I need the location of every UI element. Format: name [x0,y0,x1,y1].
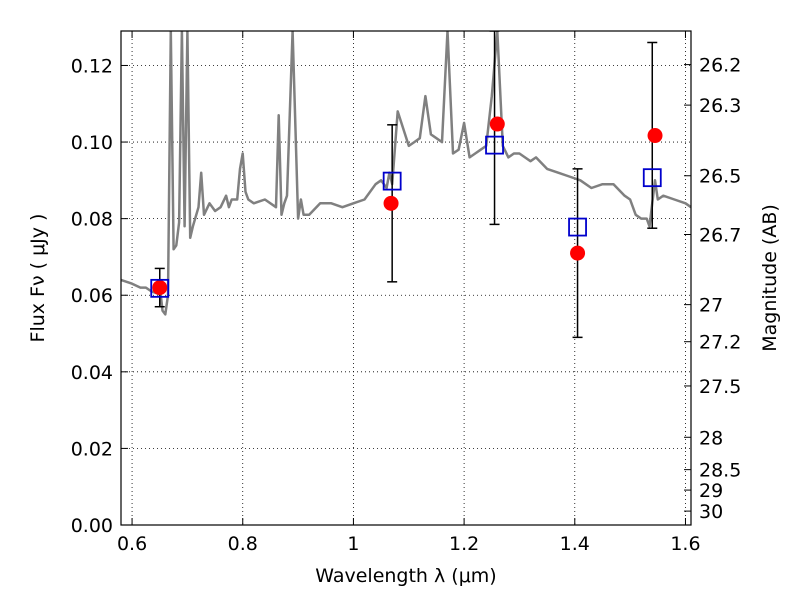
series-layer [121,31,691,339]
x-axis: 0.6 0.8 1 1.2 1.4 1.6 [117,31,701,555]
y-tick-label: 0.10 [71,132,113,154]
red-circle-point [152,280,168,296]
blue-square-point [642,168,662,188]
y-tick-label: 0.02 [71,438,113,460]
right-axis-label: Magnitude (AB) [759,204,781,352]
y-tick-label: 0.08 [71,209,113,231]
y-tick-label: 0.06 [71,285,113,307]
y-axis-label: Flux Fν ( μJy ) [27,214,49,343]
y-tick-label: 0.00 [71,515,113,537]
mag-tick-label: 26.7 [699,225,741,247]
mag-tick-label: 28.5 [699,460,741,482]
blue-square-point [150,278,170,298]
mag-tick-label: 30 [699,501,723,523]
plot-frame [120,30,692,526]
mag-tick-label: 29 [699,480,723,502]
plot-area [121,31,691,339]
mag-tick-label: 26.5 [699,166,741,188]
blue-square-point [568,217,587,237]
blue-square-point [485,135,504,155]
red-circle-point [489,116,505,132]
mag-tick-label: 28 [699,427,723,449]
x-tick-label: 1.2 [449,533,479,555]
mag-tick-label: 26.3 [699,95,741,117]
y-tick-label: 0.12 [71,55,113,77]
x-tick-label: 0.8 [228,533,258,555]
red-circle-point [570,245,586,261]
y-axis: 0.00 0.02 0.04 0.06 0.08 0.10 0.12 [71,55,128,537]
spectrum-line [121,31,691,316]
mag-tick-label: 27 [699,295,723,317]
red-circle-point [383,195,399,211]
x-tick-label: 0.6 [117,533,147,555]
blue-square-point [382,171,402,191]
red-circle-point [647,128,663,144]
x-tick-label: 1 [347,533,359,555]
grid-lines [121,31,691,526]
x-tick-label: 1.6 [670,533,700,555]
mag-tick-label: 26.2 [699,55,741,77]
mag-tick-label: 27.5 [699,376,741,398]
mag-tick-label: 27.2 [699,332,741,354]
x-axis-label: Wavelength λ (μm) [315,565,496,587]
x-tick-label: 1.4 [560,533,590,555]
y-tick-label: 0.04 [71,362,113,384]
